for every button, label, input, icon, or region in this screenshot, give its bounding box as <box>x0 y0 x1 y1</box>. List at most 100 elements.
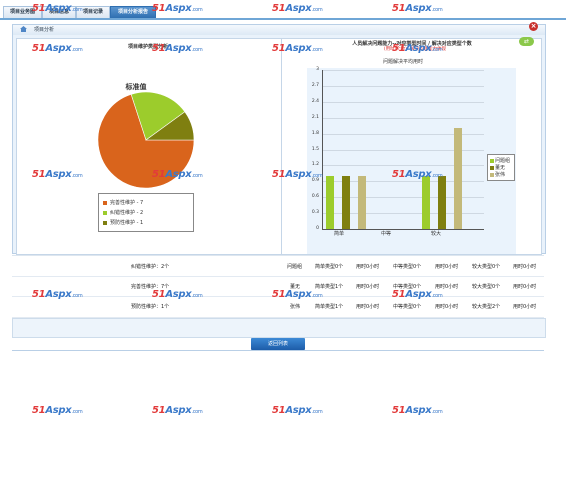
legend-swatch <box>103 220 107 225</box>
large-time-cell: 用时0小时 <box>513 264 537 270</box>
watermark-logo: 51Aspx.com <box>152 289 203 300</box>
tab-project-workflow[interactable]: 项目业务图 <box>3 6 42 18</box>
watermark-logo: 51Aspx.com <box>392 169 443 180</box>
pie-chart-title: 标准值 <box>125 83 147 91</box>
y-tick-label: 0.6 <box>311 194 319 200</box>
person-cell: 问题组 <box>287 264 303 270</box>
watermark-logo: 51Aspx.com <box>272 289 323 300</box>
x-axis <box>322 229 484 230</box>
y-tick-label: 3 <box>316 67 319 72</box>
row-divider <box>12 276 544 277</box>
large-count-cell: 较大类型0个 <box>472 284 501 290</box>
toggle-icon[interactable]: ⇄ <box>519 37 534 46</box>
tab-project-records[interactable]: 项目记录 <box>76 6 110 18</box>
gridline <box>322 117 484 119</box>
simple-count-cell: 简单类型0个 <box>315 264 344 270</box>
footer-divider <box>12 350 544 351</box>
simple-count-cell: 简单类型1个 <box>315 304 344 310</box>
pie-chart <box>97 91 195 189</box>
tab-project-info[interactable]: 项目信息 <box>42 6 76 18</box>
watermark-logo: 51Aspx.com <box>152 3 203 14</box>
gridline <box>322 197 484 199</box>
pie-legend: 完善性维护 - 7 纠错性维护 - 2 预防性维护 - 1 <box>98 193 194 232</box>
maintenance-type-cell: 预防性维护：1个 <box>131 304 170 310</box>
legend-swatch <box>490 158 494 163</box>
x-category-label: 中等 <box>380 231 391 237</box>
pie-slice <box>130 91 186 141</box>
y-tick-label: 1.2 <box>311 162 319 168</box>
close-icon[interactable]: × <box>529 22 538 31</box>
medium-time-cell: 用时0小时 <box>435 264 459 270</box>
watermark-logo: 51Aspx.com <box>32 289 83 300</box>
simple-time-cell: 用时0小时 <box>356 264 380 270</box>
legend-label: 问题组 <box>495 158 511 164</box>
x-category-label: 简单 <box>333 231 344 237</box>
row-divider <box>12 317 544 318</box>
pie-slice <box>97 93 195 189</box>
legend-label: 董无 <box>495 165 506 171</box>
column-axis-title: 问题解决平均用时 <box>382 59 423 65</box>
large-time-cell: 用时0小时 <box>513 284 537 290</box>
watermark-logo: 51Aspx.com <box>32 169 83 180</box>
bar <box>422 176 430 229</box>
y-axis <box>322 70 323 230</box>
y-tick-label: 2.4 <box>311 98 319 104</box>
simple-count-cell: 简单类型1个 <box>315 284 344 290</box>
legend-swatch <box>103 210 107 215</box>
legend-swatch <box>103 200 107 205</box>
column-legend-item: 董无 <box>490 164 505 171</box>
y-tick-label: 0 <box>316 226 319 231</box>
gridline <box>322 181 484 183</box>
simple-time-cell: 用时0小时 <box>356 304 380 310</box>
watermark-logo: 51Aspx.com <box>272 405 323 416</box>
pie-legend-item: 完善性维护 - 7 <box>103 199 143 206</box>
maintenance-type-cell: 纠错性维护：2个 <box>131 264 170 270</box>
column-legend-item: 张伟 <box>490 171 505 178</box>
watermark-logo: 51Aspx.com <box>152 405 203 416</box>
medium-time-cell: 用时0小时 <box>435 304 459 310</box>
y-tick-label: 0.3 <box>311 210 319 216</box>
person-cell: 张伟 <box>290 304 301 310</box>
x-category-label: 较大 <box>430 231 441 237</box>
bar <box>326 176 334 229</box>
plot-area <box>307 68 516 254</box>
pie-legend-item: 纠错性维护 - 2 <box>103 209 143 216</box>
gridline <box>322 101 484 103</box>
watermark-logo: 51Aspx.com <box>272 43 323 54</box>
column-section-title: 人员解决问题能力--对应类型时间 / 解决对应类型个数 <box>352 41 472 47</box>
panel-title: 项目分析 <box>34 27 55 33</box>
tab-project-analysis[interactable]: 项目分析报告 <box>110 6 156 18</box>
watermark-logo: 51Aspx.com <box>152 169 203 180</box>
y-tick-label: 2.7 <box>311 82 319 88</box>
medium-time-cell: 用时0小时 <box>435 284 459 290</box>
watermark-logo: 51Aspx.com <box>152 43 203 54</box>
watermark-logo: 51Aspx.com <box>392 43 443 54</box>
pie-section-title: 项目维护类型分析 <box>127 44 168 50</box>
bar <box>438 176 446 229</box>
watermark-logo: 51Aspx.com <box>32 405 83 416</box>
medium-count-cell: 中等类型0个 <box>393 264 422 270</box>
legend-label: 张伟 <box>495 172 506 178</box>
legend-label: 预防性维护 - 1 <box>110 220 144 226</box>
watermark-logo: 51Aspx.com <box>272 169 323 180</box>
y-tick-label: 2.1 <box>311 114 319 120</box>
watermark-logo: 51Aspx.com <box>392 3 443 14</box>
gridline <box>322 133 484 135</box>
legend-swatch <box>490 165 494 170</box>
footer-panel <box>12 318 546 338</box>
legend-label: 纠错性维护 - 2 <box>110 210 144 216</box>
row-divider <box>12 296 544 297</box>
gridline <box>322 165 484 167</box>
gridline <box>322 85 484 87</box>
back-to-list-button[interactable]: 返回列表 <box>251 338 305 350</box>
y-tick-label: 1.8 <box>311 130 319 136</box>
medium-count-cell: 中等类型0个 <box>393 284 422 290</box>
column-legend: 问题组 董无 张伟 <box>487 154 515 181</box>
watermark-logo: 51Aspx.com <box>32 43 83 54</box>
maintenance-type-cell: 完善性维护：7个 <box>131 284 170 290</box>
bar <box>342 176 350 229</box>
watermark-logo: 51Aspx.com <box>392 289 443 300</box>
bar <box>454 128 462 229</box>
y-tick-label: 1.5 <box>311 146 319 152</box>
watermark-logo: 51Aspx.com <box>32 3 83 14</box>
